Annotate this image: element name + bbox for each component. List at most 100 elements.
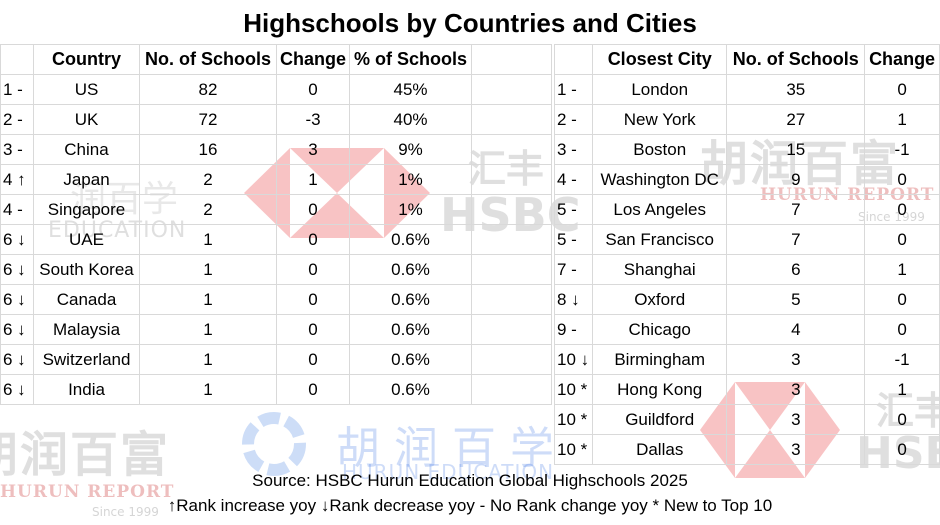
rank-cell: 6 ↓ — [0, 254, 34, 285]
hurun-edu-cn-watermark: 胡润百学 — [336, 423, 568, 474]
page-title: Highschools by Countries and Cities — [243, 8, 697, 38]
change-cell: 0 — [276, 314, 350, 345]
city-row: 9 - Chicago 4 0 — [554, 314, 940, 345]
cities-header-rank — [554, 44, 593, 75]
city-cell: Guildford — [591, 404, 728, 435]
city-cell: Birmingham — [591, 344, 728, 375]
spacer-cell — [471, 104, 552, 135]
countries-header-change: Change — [276, 44, 350, 75]
schools-cell: 4 — [726, 314, 866, 345]
schools-cell: 3 — [726, 404, 866, 435]
rank-cell: 5 - — [554, 194, 593, 225]
city-row: 5 - San Francisco 7 0 — [554, 224, 940, 255]
country-row: 1 - US 82 0 45% — [0, 74, 552, 105]
rank-cell: 10 * — [554, 374, 593, 405]
percent-cell: 0.6% — [349, 254, 472, 285]
percent-cell: 9% — [349, 134, 472, 165]
cities-header-schools: No. of Schools — [726, 44, 866, 75]
city-cell: San Francisco — [591, 224, 728, 255]
change-cell: 0 — [864, 194, 940, 225]
city-row: 10 * Guildford 3 0 — [554, 404, 940, 435]
change-cell: 0 — [276, 374, 350, 405]
country-cell: Canada — [33, 284, 140, 315]
percent-cell: 0.6% — [349, 224, 472, 255]
rank-cell: 4 - — [554, 164, 593, 195]
countries-table: Country No. of Schools Change % of Schoo… — [0, 44, 552, 405]
rank-cell: 3 - — [0, 134, 34, 165]
spacer-cell — [471, 224, 552, 255]
country-cell: China — [33, 134, 140, 165]
change-cell: -1 — [864, 344, 940, 375]
country-row: 6 ↓ India 1 0 0.6% — [0, 374, 552, 405]
country-row: 3 - China 16 3 9% — [0, 134, 552, 165]
rank-cell: 3 - — [554, 134, 593, 165]
city-cell: Oxford — [591, 284, 728, 315]
city-cell: Hong Kong — [591, 374, 728, 405]
countries-header-row: Country No. of Schools Change % of Schoo… — [0, 44, 552, 75]
schools-cell: 1 — [139, 284, 277, 315]
schools-cell: 3 — [726, 374, 866, 405]
spacer-cell — [471, 134, 552, 165]
percent-cell: 0.6% — [349, 314, 472, 345]
change-cell: 1 — [864, 374, 940, 405]
schools-cell: 15 — [726, 134, 866, 165]
country-cell: UK — [33, 104, 140, 135]
country-row: 2 - UK 72 -3 40% — [0, 104, 552, 135]
country-row: 6 ↓ UAE 1 0 0.6% — [0, 224, 552, 255]
schools-cell: 3 — [726, 344, 866, 375]
city-row: 10 * Dallas 3 0 — [554, 434, 940, 465]
schools-cell: 3 — [726, 434, 866, 465]
schools-cell: 35 — [726, 74, 866, 105]
percent-cell: 0.6% — [349, 344, 472, 375]
change-cell: 0 — [276, 224, 350, 255]
country-cell: South Korea — [33, 254, 140, 285]
spacer-cell — [471, 374, 552, 405]
country-cell: India — [33, 374, 140, 405]
change-cell: 0 — [864, 314, 940, 345]
change-cell: 0 — [864, 284, 940, 315]
cities-header-city: Closest City — [591, 44, 728, 75]
percent-cell: 45% — [349, 74, 472, 105]
country-cell: Malaysia — [33, 314, 140, 345]
change-cell: 1 — [864, 254, 940, 285]
schools-cell: 2 — [139, 164, 277, 195]
countries-header-schools: No. of Schools — [139, 44, 277, 75]
country-row: 6 ↓ Switzerland 1 0 0.6% — [0, 344, 552, 375]
change-cell: -3 — [276, 104, 350, 135]
city-cell: New York — [591, 104, 728, 135]
schools-cell: 7 — [726, 194, 866, 225]
country-cell: UAE — [33, 224, 140, 255]
percent-cell: 0.6% — [349, 284, 472, 315]
percent-cell: 40% — [349, 104, 472, 135]
rank-cell: 2 - — [554, 104, 593, 135]
spacer-cell — [471, 74, 552, 105]
change-cell: 0 — [276, 284, 350, 315]
rank-cell: 7 - — [554, 254, 593, 285]
schools-cell: 82 — [139, 74, 277, 105]
change-cell: -1 — [864, 134, 940, 165]
spacer-cell — [471, 284, 552, 315]
change-cell: 0 — [276, 194, 350, 225]
city-row: 4 - Washington DC 9 0 — [554, 164, 940, 195]
change-cell: 0 — [864, 434, 940, 465]
country-cell: Japan — [33, 164, 140, 195]
schools-cell: 1 — [139, 374, 277, 405]
country-row: 4 - Singapore 2 0 1% — [0, 194, 552, 225]
countries-header-country: Country — [33, 44, 140, 75]
city-row: 8 ↓ Oxford 5 0 — [554, 284, 940, 315]
change-cell: 1 — [276, 164, 350, 195]
rank-cell: 4 ↑ — [0, 164, 34, 195]
change-cell: 0 — [864, 404, 940, 435]
rank-cell: 4 - — [0, 194, 34, 225]
city-cell: Shanghai — [591, 254, 728, 285]
schools-cell: 1 — [139, 344, 277, 375]
country-cell: Switzerland — [33, 344, 140, 375]
rank-cell: 6 ↓ — [0, 224, 34, 255]
percent-cell: 0.6% — [349, 374, 472, 405]
spacer-cell — [471, 164, 552, 195]
rank-cell: 6 ↓ — [0, 314, 34, 345]
country-row: 6 ↓ Malaysia 1 0 0.6% — [0, 314, 552, 345]
change-cell: 0 — [864, 74, 940, 105]
cities-header-change: Change — [864, 44, 940, 75]
country-row: 4 ↑ Japan 2 1 1% — [0, 164, 552, 195]
